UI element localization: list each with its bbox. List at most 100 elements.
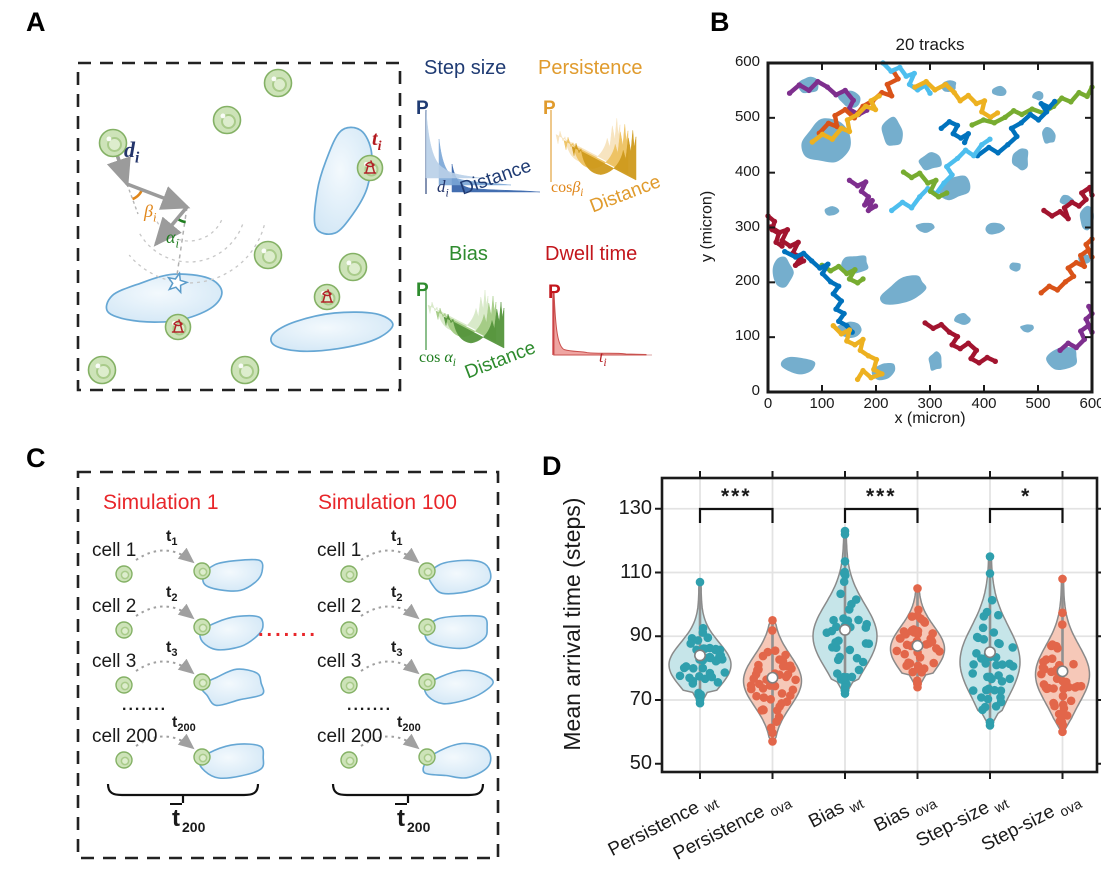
bias-x-label: cos αi <box>419 349 456 370</box>
cell-track <box>900 169 950 200</box>
b-y-tick-label: 400 <box>734 162 760 180</box>
c-cell-label: cell 2 <box>92 596 137 617</box>
cell-track <box>969 84 1095 128</box>
d-y-tick-label: 90 <box>629 624 652 647</box>
target-blob <box>200 668 265 707</box>
d-y-tick-label: 70 <box>629 688 652 710</box>
environment-blob <box>836 321 862 339</box>
c-time-label: t1 <box>391 528 403 549</box>
significance-stars: *** <box>865 485 897 508</box>
environment-blob <box>798 76 819 94</box>
row-ellipsis-col1: ....... <box>122 697 168 714</box>
dwell-time-title: Dwell time <box>545 243 638 265</box>
target-blob <box>202 558 264 592</box>
b-x-tick-label: 100 <box>809 395 835 412</box>
cell-track <box>1041 184 1095 222</box>
b-x-axis-label: x (micron) <box>894 410 966 427</box>
cell-track <box>830 323 885 383</box>
migration-arrow <box>135 603 195 620</box>
cell-track <box>768 224 807 268</box>
cell-track <box>765 213 785 249</box>
pers-x-label: cosβi <box>551 179 584 200</box>
significance-bracket <box>988 507 1064 523</box>
violin-persistence-wt <box>668 577 732 708</box>
ti-label: ti <box>372 128 382 154</box>
median-marker <box>1056 665 1069 678</box>
dwell-time-glyph <box>363 160 377 174</box>
environment-blob <box>915 222 935 233</box>
b-y-tick-label: 300 <box>734 217 760 235</box>
dwelling-cell <box>356 154 384 182</box>
d-y-tick-label: 50 <box>629 751 652 774</box>
median-marker <box>911 639 924 652</box>
dwell-time-glyph <box>171 319 185 333</box>
c-cell-label: cell 3 <box>317 651 362 672</box>
environment-blob <box>841 255 869 275</box>
cell-track <box>786 78 870 118</box>
cell <box>338 252 368 282</box>
cell <box>98 128 128 158</box>
target-blob <box>270 311 394 353</box>
cell-track <box>889 136 993 214</box>
simulation-row <box>115 603 264 651</box>
trajectory-step-arrow <box>126 182 191 210</box>
c-time-label: t2 <box>166 584 178 605</box>
median-marker <box>766 671 779 684</box>
di-label: di <box>124 137 140 167</box>
dwell-time-glyph <box>320 289 334 303</box>
environment-blob <box>918 152 942 171</box>
target-blob <box>424 614 488 650</box>
c-time-label: t200 <box>397 714 421 735</box>
cell <box>87 355 117 385</box>
significance-bracket <box>698 507 774 523</box>
persistence-title: Persistence <box>538 57 643 79</box>
environment-blob <box>1042 127 1056 144</box>
dwell-x-label: ti <box>599 349 607 370</box>
c-time-label: t3 <box>391 639 403 660</box>
b-y-tick-label: 500 <box>734 107 760 125</box>
pers-p-label: P <box>543 98 556 119</box>
pers-distance-label: Distance <box>587 171 664 218</box>
panel-b-label: B <box>710 7 730 37</box>
cell-track <box>922 320 998 366</box>
dwell-p-label: P <box>548 282 561 303</box>
cell-track <box>1057 303 1095 353</box>
environment-blob <box>824 206 840 216</box>
cell <box>263 68 293 98</box>
cell-track <box>846 177 879 214</box>
panel-a-label: A <box>26 7 46 37</box>
b-x-tick-label: 400 <box>971 395 997 412</box>
environment-blob <box>1009 262 1021 272</box>
b-y-tick-label: 600 <box>734 53 760 70</box>
violin-step-size-wt <box>959 552 1021 730</box>
beta-label: βi <box>144 201 157 225</box>
d-y-tick-label: 110 <box>620 560 652 583</box>
median-marker <box>693 649 706 662</box>
target-blob <box>423 669 495 705</box>
dwelling-cell <box>313 283 341 311</box>
panel-c-label: C <box>26 443 46 473</box>
c-time-label: t2 <box>391 584 403 605</box>
target-blob <box>428 559 492 595</box>
step-p-label: P <box>416 98 429 119</box>
step-x-label: di <box>437 177 449 200</box>
simulation-row <box>340 603 488 650</box>
b-y-tick-label: 200 <box>734 272 760 290</box>
simulation-1-title: Simulation 1 <box>103 491 219 514</box>
b-x-tick-label: 200 <box>863 395 889 412</box>
cell-track <box>912 78 1001 121</box>
significance-stars: * <box>1021 485 1032 508</box>
cell <box>230 355 260 385</box>
b-y-tick-label: 100 <box>734 327 760 345</box>
panel-c-dashed-box <box>76 470 500 860</box>
beta-angle-arc <box>132 190 143 201</box>
average-brace <box>106 783 260 803</box>
c-time-label: t3 <box>166 639 178 660</box>
b-x-tick-label: 500 <box>1025 395 1051 412</box>
significance-bracket <box>843 507 919 523</box>
environment-blob <box>780 356 816 375</box>
b-plot-title: 20 tracks <box>895 35 965 54</box>
cell-track <box>782 248 855 335</box>
